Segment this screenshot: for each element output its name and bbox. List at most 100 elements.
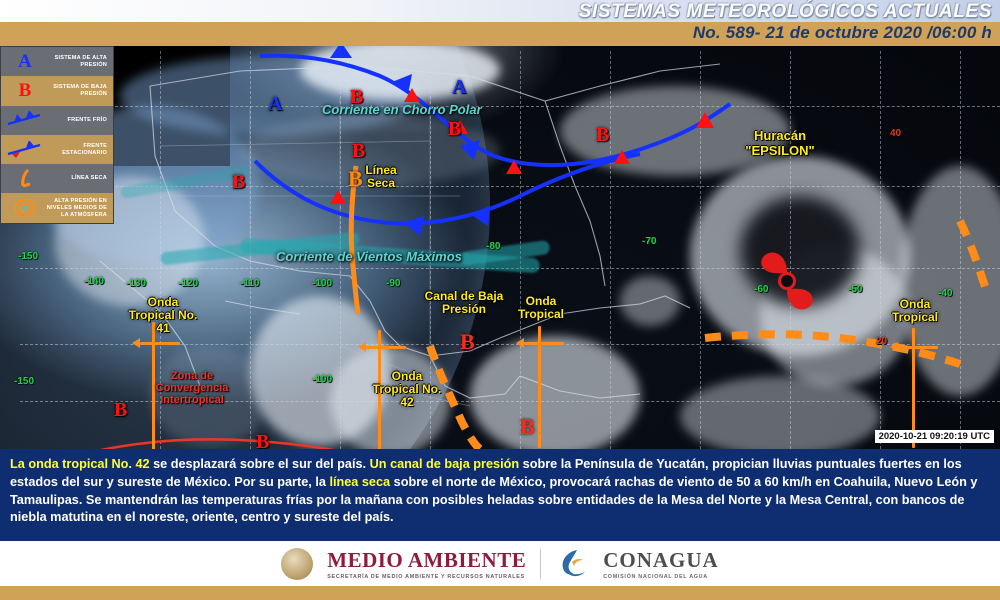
longitude-label: -120 [178,278,199,289]
tropical-wave-center-label: Onda Tropical [517,294,564,321]
tropical-wave-arrow-head [358,342,366,352]
agency-title: CONAGUA [603,547,719,572]
latitude-gridline [20,401,1000,402]
legend-item-stationary-front: FRENTE ESTACIONARIO [1,134,113,165]
longitude-gridline [880,51,881,449]
footer-logos: MEDIO AMBIENTE SECRETARÍA DE MEDIO AMBIE… [0,541,1000,586]
tropical-wave-arrow-center [524,342,564,345]
bulletin-text-box: La onda tropical No. 42 se desplazará so… [0,449,1000,541]
dry-line-symbol: B [348,166,363,191]
footer-gold-band [0,586,1000,600]
bulletin-text-3: sobre el norte de México, provocará rach… [10,474,978,525]
polar-jet-line [259,53,732,168]
header-gradient-bar [0,0,1000,22]
legend-item-cold-front: FRENTE FRÍO [1,105,113,135]
hurricane-label: Huracán [753,128,807,143]
tropical-wave-axis-center [538,326,541,448]
low-pressure-channel-label: Canal de Baja Presión [424,289,504,316]
dry-line-label: Línea Seca [365,163,397,190]
tropical-wave-right-label: Onda Tropical [891,297,938,324]
header-gold-band [0,22,1000,46]
ministry-logo: MEDIO AMBIENTE SECRETARÍA DE MEDIO AMBIE… [327,548,526,580]
low-pressure-channel [426,344,483,449]
low-pressure-symbol: B [114,399,128,421]
satellite-map[interactable]: A A B B B B B B B B B B -150 -140 -130 -… [0,46,1000,449]
tropical-wave-arrow-right [898,346,938,349]
high-pressure-A-icon: A [18,50,32,72]
footer-divider [540,548,542,579]
legend-label: FRENTE FRÍO [67,116,107,123]
itcz-lines [99,438,335,449]
low-pressure-symbol: B [350,86,364,108]
longitude-label: -150 [18,251,39,262]
cloud-mass [470,336,640,449]
legend-label: SISTEMA DE BAJA PRESIÓN [53,83,107,97]
bulletin-highlight-channel: Un canal de baja presión [369,457,520,471]
legend-label: LÍNEA SECA [71,175,107,182]
tropical-wave-arrow-41 [140,342,180,345]
latitude-gridline [30,186,1000,187]
bulletin-text-2: sobre la Península de Yucatán, propician… [10,457,962,489]
tropical-wave-arrow-head [516,338,524,348]
longitude-label: -90 [386,278,401,289]
low-pressure-symbol: B [596,124,610,146]
low-pressure-B-icon: B [18,79,32,101]
longitude-label: -80 [486,241,501,252]
longitude-label: -110 [240,278,260,289]
latitude-label: 20 [876,336,888,347]
latitude-gridline [60,106,1000,107]
bulletin-highlight-wave: La onda tropical No. 42 [10,457,150,471]
mid-level-high-boundary [704,330,962,368]
hurricane-name-label: "EPSILON" [745,143,815,158]
itcz-label: Zona de Convergencia Intertropical [155,370,229,406]
agency-subtitle: COMISIÓN NACIONAL DEL AGUA [603,573,708,580]
longitude-label: -70 [642,236,657,247]
cold-front-barbs [330,46,490,236]
longitude-label: -50 [848,284,863,295]
longitude-label: -100 [312,374,333,385]
legend-item-dry-line: LÍNEA SECA [1,164,113,194]
legend-label: ALTA PRESIÓN EN NIVELES MEDIOS DE LA ATM… [46,197,107,218]
conagua-logo: CONAGUA COMISIÓN NACIONAL DEL AGUA [603,548,719,580]
bulletin-highlight-dryline: línea seca [329,474,391,489]
satellite-timestamp: 2020-10-21 09:20:19 UTC [874,430,994,443]
longitude-gridline [610,51,611,449]
frontal-systems-overlay [99,46,732,449]
longitude-gridline [790,51,791,449]
legend-item-mid-level-high: ALTA PRESIÓN EN NIVELES MEDIOS DE LA ATM… [1,193,113,223]
tropical-wave-arrow-42 [366,346,406,349]
dry-line [348,165,361,315]
bulletin-text-1: se desplazará sobre el sur del país. [149,457,370,471]
latitude-gridline [20,344,1000,345]
ministry-title: MEDIO AMBIENTE [327,547,527,572]
legend-panel: A SISTEMA DE ALTA PRESIÓN B SISTEMA DE B… [0,46,114,224]
cold-front-line [253,152,641,226]
high-pressure-symbol: A [452,76,467,98]
conagua-eagle-icon [555,548,589,580]
legend-label: SISTEMA DE ALTA PRESIÓN [54,54,107,68]
jet-stream-label: Corriente en Chorro Polar [322,102,482,117]
tropical-wave-arrow-head [890,342,898,352]
bulletin-paragraph: La onda tropical No. 42 se desplazará so… [10,456,990,527]
longitude-label: -150 [14,376,35,387]
tropical-wave-axis-right [912,328,915,448]
national-seal-icon [281,547,314,580]
tropical-wave-41-label: Onda Tropical No. 41 [128,295,198,335]
longitude-gridline [700,51,701,449]
low-pressure-symbol: B [352,140,366,162]
legend-item-low-pressure: B SISTEMA DE BAJA PRESIÓN [1,76,113,106]
longitude-label: -130 [126,278,147,289]
stationary-front-icon [4,140,46,159]
legend-label: FRENTE ESTACIONARIO [62,142,107,156]
cloud-mass [680,376,880,449]
longitude-gridline [160,51,161,449]
ministry-subtitle: SECRETARÍA DE MEDIO AMBIENTE Y RECURSOS … [327,573,525,580]
cloud-mass [330,346,450,449]
low-pressure-symbol: B [256,431,270,449]
low-pressure-symbol: B [460,329,475,354]
page-title: SISTEMAS METEOROLÓGICOS ACTUALES [578,1,992,22]
low-pressure-symbol: B [448,118,462,140]
tropical-wave-axis-42 [378,330,381,449]
mid-level-high-boundary [956,219,992,298]
